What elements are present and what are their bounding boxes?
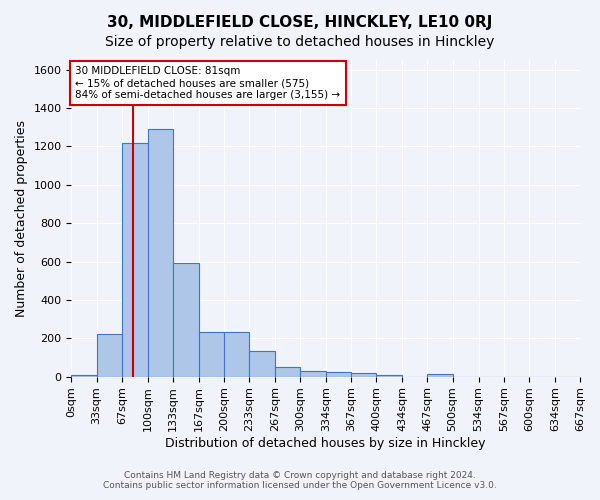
- Bar: [122, 142, 148, 376]
- Bar: [173, 262, 199, 376]
- Bar: [97, 334, 122, 376]
- Bar: [300, 371, 326, 376]
- Bar: [224, 332, 249, 376]
- Text: 30, MIDDLEFIELD CLOSE, HINCKLEY, LE10 0RJ: 30, MIDDLEFIELD CLOSE, HINCKLEY, LE10 0R…: [107, 15, 493, 30]
- Bar: [148, 129, 173, 376]
- Bar: [376, 375, 403, 376]
- Text: 30 MIDDLEFIELD CLOSE: 81sqm
← 15% of detached houses are smaller (575)
84% of se: 30 MIDDLEFIELD CLOSE: 81sqm ← 15% of det…: [75, 66, 340, 100]
- X-axis label: Distribution of detached houses by size in Hinckley: Distribution of detached houses by size …: [166, 437, 486, 450]
- Bar: [199, 332, 224, 376]
- Bar: [249, 351, 275, 376]
- Bar: [275, 367, 300, 376]
- Bar: [326, 372, 351, 376]
- Bar: [71, 375, 97, 376]
- Y-axis label: Number of detached properties: Number of detached properties: [15, 120, 28, 317]
- Bar: [427, 374, 452, 376]
- Text: Contains HM Land Registry data © Crown copyright and database right 2024.
Contai: Contains HM Land Registry data © Crown c…: [103, 470, 497, 490]
- Bar: [351, 373, 376, 376]
- Text: Size of property relative to detached houses in Hinckley: Size of property relative to detached ho…: [106, 35, 494, 49]
